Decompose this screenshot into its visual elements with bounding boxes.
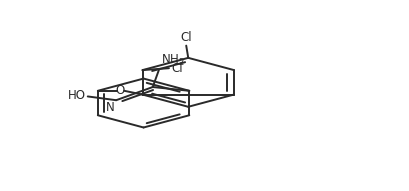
Text: HO: HO bbox=[68, 89, 86, 102]
Text: O: O bbox=[116, 84, 125, 97]
Text: Cl: Cl bbox=[180, 31, 192, 44]
Text: N: N bbox=[106, 101, 114, 114]
Text: NH$_2$: NH$_2$ bbox=[161, 53, 185, 68]
Text: Cl: Cl bbox=[171, 62, 182, 75]
